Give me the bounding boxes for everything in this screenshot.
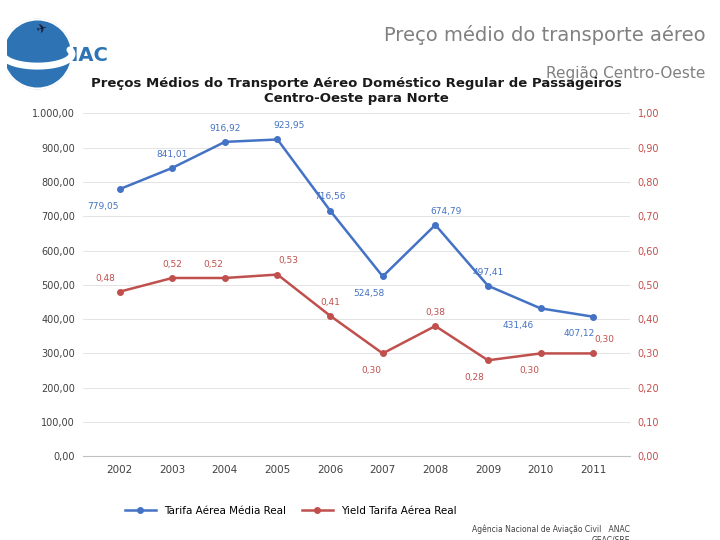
Tarifa Aérea Média Real [325, 207, 334, 214]
Yield Tarifa Aérea Real [379, 350, 387, 356]
Text: 407,12: 407,12 [564, 329, 595, 338]
Text: Preço médio do transporte aéreo: Preço médio do transporte aéreo [384, 25, 706, 45]
Circle shape [3, 19, 72, 89]
Yield Tarifa Aérea Real [168, 275, 176, 281]
Text: 0,28: 0,28 [464, 373, 484, 382]
Text: 716,56: 716,56 [315, 192, 346, 201]
Text: 674,79: 674,79 [431, 207, 462, 216]
Text: SUPERINTENDÊNCIA DE REGULAÇÃO ECONÔMICA E ACOMPANHAMENTO DE MERCADO: SUPERINTENDÊNCIA DE REGULAÇÃO ECONÔMICA … [110, 515, 610, 526]
Text: 841,01: 841,01 [156, 150, 188, 159]
Text: 431,46: 431,46 [503, 321, 534, 330]
Tarifa Aérea Média Real [589, 313, 598, 320]
Text: 923,95: 923,95 [273, 122, 305, 130]
Tarifa Aérea Média Real [484, 282, 492, 289]
Tarifa Aérea Média Real [220, 139, 229, 145]
Text: 0,48: 0,48 [96, 274, 116, 282]
Text: 524,58: 524,58 [354, 289, 384, 298]
Line: Yield Tarifa Aérea Real: Yield Tarifa Aérea Real [117, 272, 596, 363]
Text: 779,05: 779,05 [87, 201, 119, 211]
Text: 0,38: 0,38 [426, 308, 446, 317]
Yield Tarifa Aérea Real [484, 357, 492, 363]
Yield Tarifa Aérea Real [273, 271, 282, 278]
Text: Região Centro-Oeste: Região Centro-Oeste [546, 65, 706, 80]
Yield Tarifa Aérea Real [325, 313, 334, 319]
Text: ✈: ✈ [35, 22, 48, 37]
Text: Agência Nacional de Aviação Civil   ANAC
GEAC/SRE: Agência Nacional de Aviação Civil ANAC G… [472, 525, 630, 540]
Tarifa Aérea Média Real [431, 222, 440, 228]
Tarifa Aérea Média Real [379, 273, 387, 280]
Text: 0,52: 0,52 [204, 260, 224, 269]
Text: 497,41: 497,41 [472, 268, 503, 276]
Text: 0,41: 0,41 [320, 298, 340, 307]
Text: 0,53: 0,53 [279, 256, 299, 266]
Text: 0,30: 0,30 [361, 366, 382, 375]
Legend: Tarifa Aérea Média Real, Yield Tarifa Aérea Real: Tarifa Aérea Média Real, Yield Tarifa Aé… [120, 501, 461, 519]
Line: Tarifa Aérea Média Real: Tarifa Aérea Média Real [117, 137, 596, 320]
Tarifa Aérea Média Real [168, 165, 176, 171]
Tarifa Aérea Média Real [273, 136, 282, 143]
Title: Preços Médios do Transporte Aéreo Doméstico Regular de Passageiros
Centro-Oeste : Preços Médios do Transporte Aéreo Domést… [91, 77, 622, 105]
Yield Tarifa Aérea Real [589, 350, 598, 356]
Tarifa Aérea Média Real [115, 186, 124, 192]
Yield Tarifa Aérea Real [115, 288, 124, 295]
Text: 0,52: 0,52 [162, 260, 182, 269]
Text: 916,92: 916,92 [210, 124, 240, 133]
Yield Tarifa Aérea Real [536, 350, 545, 356]
Text: ANAC: ANAC [48, 46, 109, 65]
Text: 0,30: 0,30 [519, 366, 539, 375]
Text: 0,30: 0,30 [594, 335, 614, 345]
Tarifa Aérea Média Real [536, 305, 545, 312]
Yield Tarifa Aérea Real [220, 275, 229, 281]
Yield Tarifa Aérea Real [431, 323, 440, 329]
